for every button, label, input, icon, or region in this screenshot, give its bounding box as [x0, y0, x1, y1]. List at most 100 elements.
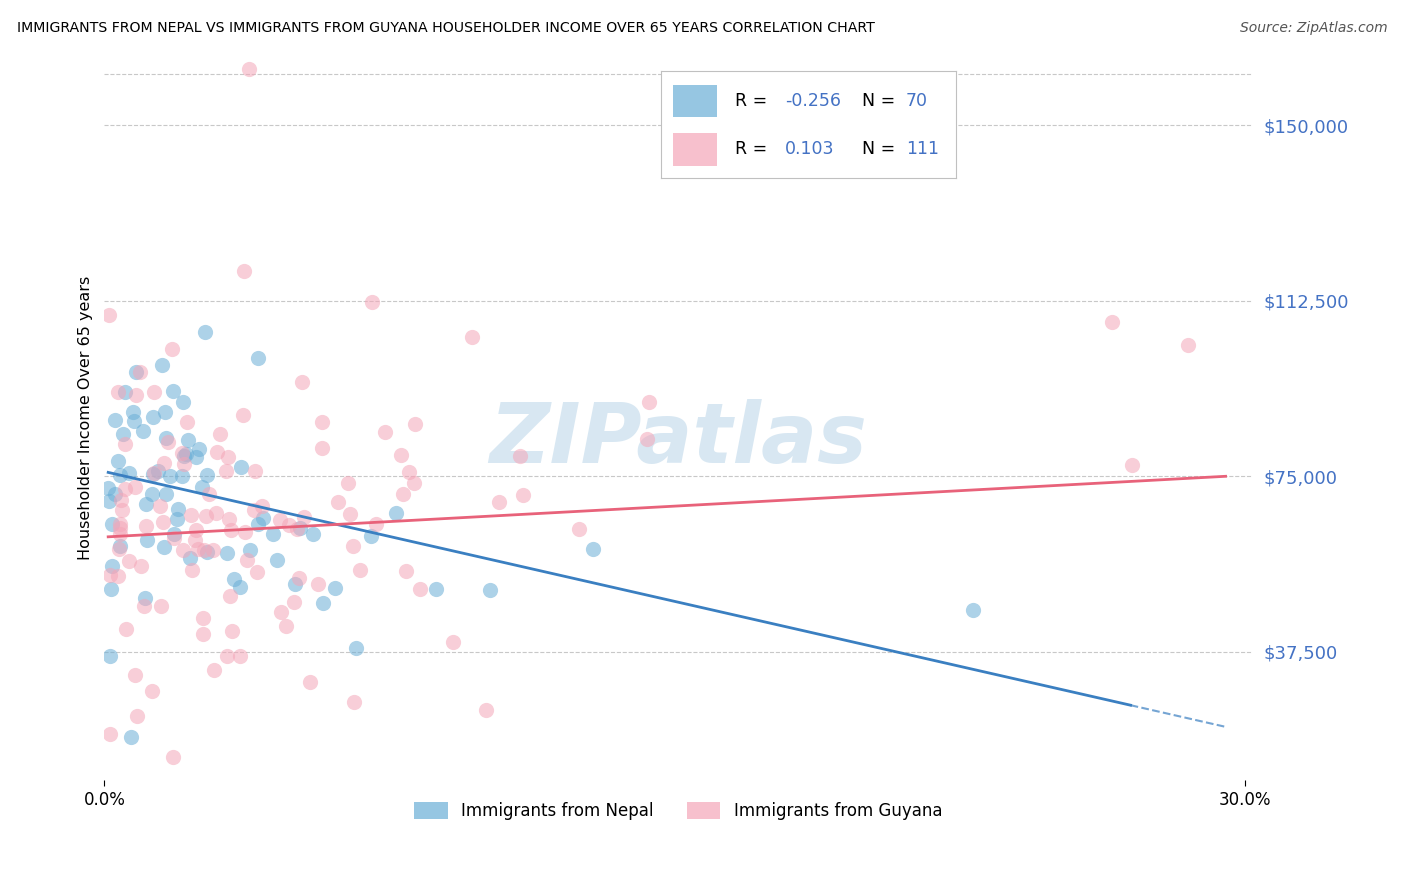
Point [107, 385, 129, 400]
Point [243, 464, 266, 478]
Point [342, 695, 364, 709]
Point [162, 750, 184, 764]
Point [125, 388, 148, 402]
Point [288, 571, 311, 585]
Point [217, 649, 239, 664]
Point [962, 603, 984, 617]
Point [118, 554, 141, 568]
Point [262, 527, 284, 541]
Point [128, 365, 150, 379]
Point [1101, 315, 1123, 329]
Point [143, 384, 166, 399]
Point [180, 508, 202, 522]
Text: N =: N = [862, 93, 900, 111]
Point [141, 486, 163, 500]
Point [173, 457, 195, 471]
Point [231, 460, 253, 475]
FancyBboxPatch shape [672, 86, 717, 118]
Point [108, 467, 131, 482]
Point [172, 394, 194, 409]
Point [187, 542, 209, 557]
Point [1177, 338, 1199, 352]
Point [270, 605, 292, 619]
Point [266, 552, 288, 566]
Point [159, 468, 181, 483]
Point [172, 446, 194, 460]
Point [344, 641, 367, 656]
Point [181, 563, 204, 577]
Point [325, 581, 347, 595]
Point [479, 583, 502, 598]
Point [172, 468, 194, 483]
Point [204, 506, 226, 520]
Point [104, 487, 127, 501]
Point [143, 466, 166, 480]
Point [98, 308, 121, 322]
Point [186, 523, 208, 537]
Point [107, 569, 129, 583]
Point [232, 408, 254, 422]
Point [134, 591, 156, 606]
Point [636, 432, 658, 446]
Point [141, 684, 163, 698]
Point [389, 448, 412, 462]
Point [193, 542, 215, 557]
Text: -0.256: -0.256 [785, 93, 841, 111]
Point [221, 523, 243, 537]
Point [98, 649, 121, 664]
Point [291, 375, 314, 389]
Point [298, 674, 321, 689]
Point [174, 447, 197, 461]
Point [391, 487, 413, 501]
Point [114, 482, 136, 496]
FancyBboxPatch shape [672, 134, 717, 166]
Point [173, 449, 195, 463]
Point [488, 495, 510, 509]
Point [166, 512, 188, 526]
Point [120, 730, 142, 744]
Point [311, 441, 333, 455]
Y-axis label: Householder Income Over 65 years: Householder Income Over 65 years [79, 276, 93, 560]
Point [108, 540, 131, 554]
Point [194, 508, 217, 523]
Point [246, 566, 269, 580]
Point [336, 476, 359, 491]
Point [125, 365, 148, 379]
Point [1121, 458, 1143, 473]
Point [233, 264, 256, 278]
Text: R =: R = [734, 93, 772, 111]
Point [152, 515, 174, 529]
Point [292, 510, 315, 524]
Point [475, 703, 498, 717]
Point [153, 456, 176, 470]
Point [366, 517, 388, 532]
Point [290, 521, 312, 535]
Point [110, 492, 132, 507]
Point [425, 582, 447, 596]
Point [156, 434, 179, 449]
Point [342, 539, 364, 553]
Point [110, 521, 132, 535]
Point [339, 507, 361, 521]
Point [131, 424, 153, 438]
Point [404, 417, 426, 431]
Point [287, 522, 309, 536]
Point [402, 476, 425, 491]
Point [637, 395, 659, 409]
Point [153, 540, 176, 554]
Point [186, 450, 208, 465]
Point [218, 512, 240, 526]
Point [195, 545, 218, 559]
Point [205, 445, 228, 459]
Point [101, 559, 124, 574]
Point [283, 594, 305, 608]
Text: 0.103: 0.103 [785, 141, 834, 159]
Point [172, 543, 194, 558]
Point [136, 533, 159, 548]
Point [132, 599, 155, 614]
Point [167, 501, 190, 516]
Point [384, 506, 406, 520]
Point [111, 502, 134, 516]
Point [122, 405, 145, 419]
Text: IMMIGRANTS FROM NEPAL VS IMMIGRANTS FROM GUYANA HOUSEHOLDER INCOME OVER 65 YEARS: IMMIGRANTS FROM NEPAL VS IMMIGRANTS FROM… [17, 21, 875, 35]
